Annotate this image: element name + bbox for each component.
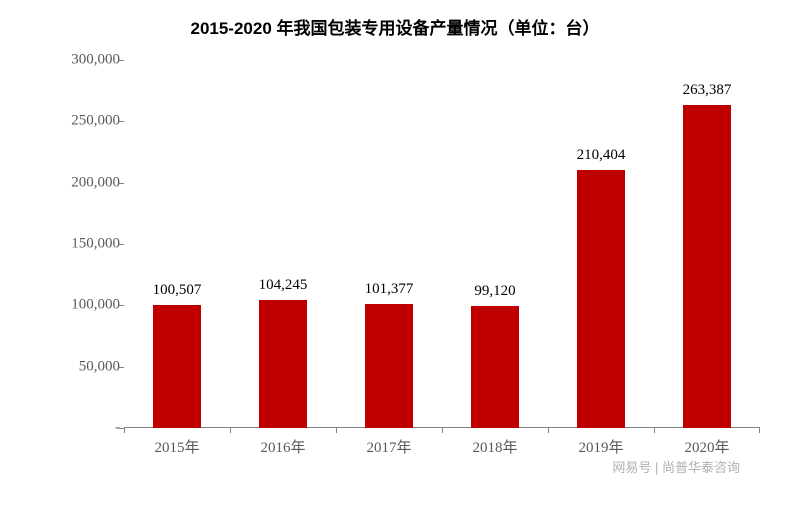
y-tick-mark: [119, 244, 124, 245]
y-tick-label: 300,000: [48, 52, 120, 69]
x-tick-mark: [230, 428, 231, 433]
x-tick-label: 2019年: [578, 436, 623, 457]
y-tick-mark: [119, 183, 124, 184]
bar-value-label: 101,377: [334, 281, 444, 298]
y-tick-label: -: [48, 420, 120, 437]
bar-value-label: 263,387: [652, 82, 762, 99]
x-tick-label: 2018年: [472, 436, 517, 457]
x-tick-mark: [442, 428, 443, 433]
y-tick-label: 250,000: [48, 113, 120, 130]
bar: [577, 170, 626, 428]
x-tick-mark: [124, 428, 125, 433]
x-tick-mark: [654, 428, 655, 433]
x-tick-label: 2016年: [260, 436, 305, 457]
bar: [683, 105, 732, 428]
bar-value-label: 104,245: [228, 277, 338, 294]
x-tick-label: 2017年: [366, 436, 411, 457]
bar-value-label: 100,507: [122, 282, 232, 299]
x-tick-mark: [336, 428, 337, 433]
y-tick-label: 200,000: [48, 174, 120, 191]
bar-value-label: 210,404: [546, 147, 656, 164]
x-tick-label: 2015年: [154, 436, 199, 457]
bar: [259, 300, 308, 428]
bar: [365, 304, 414, 428]
x-tick-label: 2020年: [684, 436, 729, 457]
bar-value-label: 99,120: [440, 283, 550, 300]
y-tick-label: 150,000: [48, 236, 120, 253]
y-tick-mark: [119, 367, 124, 368]
y-tick-label: 100,000: [48, 297, 120, 314]
bar: [153, 305, 202, 428]
y-tick-mark: [119, 121, 124, 122]
chart-title: 2015-2020 年我国包装专用设备产量情况（单位：台）: [0, 0, 790, 39]
y-tick-mark: [119, 428, 124, 429]
x-tick-mark: [759, 428, 760, 433]
y-tick-mark: [119, 60, 124, 61]
plot-area: 100,507104,245101,37799,120 210,404 263,38…: [124, 60, 760, 428]
y-tick-label: 50,000: [48, 358, 120, 375]
chart-area: 100,507104,245101,37799,120 210,404 263,38…: [48, 60, 760, 460]
bar: [471, 306, 520, 428]
watermark: 网易号 | 尚普华泰咨询: [612, 457, 740, 476]
y-tick-mark: [119, 305, 124, 306]
x-tick-mark: [548, 428, 549, 433]
